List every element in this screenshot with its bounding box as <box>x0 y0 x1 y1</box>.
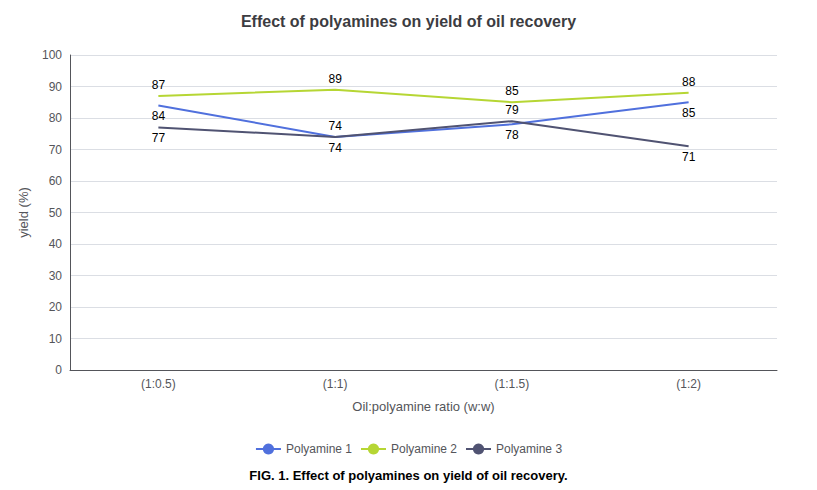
svg-text:yield (%): yield (%) <box>16 187 31 238</box>
svg-text:Effect of polyamines on yield: Effect of polyamines on yield of oil rec… <box>241 13 576 30</box>
svg-text:77: 77 <box>152 131 166 145</box>
svg-text:40: 40 <box>49 237 63 251</box>
svg-text:89: 89 <box>328 72 342 86</box>
svg-text:85: 85 <box>682 106 696 120</box>
svg-text:(1:1.5): (1:1.5) <box>495 377 530 391</box>
svg-text:71: 71 <box>682 150 696 164</box>
svg-text:FIG. 1. Effect of polyamines o: FIG. 1. Effect of polyamines on yield of… <box>249 468 567 483</box>
svg-text:80: 80 <box>49 111 63 125</box>
svg-text:30: 30 <box>49 269 63 283</box>
svg-text:Polyamine 2: Polyamine 2 <box>391 442 457 456</box>
svg-text:10: 10 <box>49 332 63 346</box>
svg-text:78: 78 <box>505 128 519 142</box>
svg-text:84: 84 <box>152 109 166 123</box>
svg-text:100: 100 <box>42 48 62 62</box>
svg-text:79: 79 <box>505 103 519 117</box>
svg-text:74: 74 <box>328 141 342 155</box>
svg-text:Oil:polyamine ratio (w:w): Oil:polyamine ratio (w:w) <box>352 399 494 414</box>
svg-text:Polyamine 3: Polyamine 3 <box>496 442 562 456</box>
svg-text:85: 85 <box>505 84 519 98</box>
svg-text:87: 87 <box>152 78 166 92</box>
svg-text:74: 74 <box>328 119 342 133</box>
svg-text:0: 0 <box>55 363 62 377</box>
svg-text:60: 60 <box>49 174 63 188</box>
svg-text:90: 90 <box>49 80 63 94</box>
svg-text:(1:1): (1:1) <box>323 377 348 391</box>
svg-text:50: 50 <box>49 206 63 220</box>
svg-text:70: 70 <box>49 143 63 157</box>
svg-text:88: 88 <box>682 75 696 89</box>
svg-text:Polyamine 1: Polyamine 1 <box>286 442 352 456</box>
svg-text:(1:0.5): (1:0.5) <box>141 377 176 391</box>
svg-text:(1:2): (1:2) <box>676 377 701 391</box>
svg-text:20: 20 <box>49 300 63 314</box>
